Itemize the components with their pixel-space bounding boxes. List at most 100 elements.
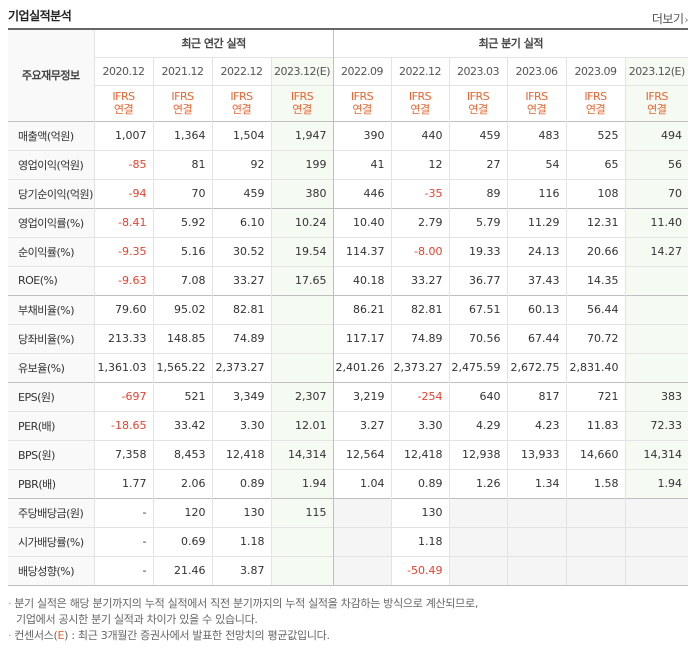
annual-group-header: 최근 연간 실적 <box>93 28 334 57</box>
value-cell: 2,401.26 <box>332 352 392 382</box>
consolidated-label: 연결 <box>172 103 193 116</box>
value-cell <box>332 555 392 586</box>
label-header: 주요재무정보 <box>8 28 94 121</box>
value-cell: 1.94 <box>270 468 334 498</box>
value-cell: 459 <box>211 178 271 208</box>
value-cell: 70.72 <box>565 323 626 353</box>
accounting-basis: IFRS 연결 <box>565 84 626 121</box>
bullet-icon: · <box>8 629 12 642</box>
value-cell: 12 <box>390 149 450 179</box>
value-cell: 115 <box>270 497 334 527</box>
value-cell <box>565 526 626 556</box>
accounting-basis: IFRS 연결 <box>93 84 153 121</box>
ifrs-label: IFRS <box>584 90 607 103</box>
value-cell: 72.33 <box>624 410 689 440</box>
value-cell: 12,418 <box>390 439 450 469</box>
row-label: 부채비율(%) <box>8 294 94 324</box>
value-cell: 3,219 <box>332 381 392 411</box>
value-cell: 114.37 <box>332 236 392 266</box>
accounting-basis: IFRS 연결 <box>270 84 334 121</box>
value-cell: 521 <box>152 381 212 411</box>
value-cell: 2,307 <box>270 381 334 411</box>
value-cell: 117.17 <box>332 323 392 353</box>
value-cell: 56.44 <box>565 294 626 324</box>
row-label: 영업이익(억원) <box>8 149 94 179</box>
value-cell: 14.35 <box>565 265 626 295</box>
value-cell <box>624 526 689 556</box>
value-cell: 79.60 <box>93 294 153 324</box>
period-header: 2023.09 <box>565 56 626 85</box>
table-row: PER(배) -18.65 33.42 3.30 12.01 3.27 3.30 4.29 4.… <box>8 410 689 440</box>
value-cell <box>270 526 334 556</box>
value-cell: 1,565.22 <box>152 352 212 382</box>
ifrs-label: IFRS <box>645 90 669 103</box>
value-cell: -254 <box>390 381 450 411</box>
value-cell: 2,373.27 <box>390 352 450 382</box>
period-header: 2023.06 <box>506 56 567 85</box>
value-cell: 4.23 <box>506 410 567 440</box>
value-cell: 12.01 <box>270 410 334 440</box>
value-cell <box>506 526 567 556</box>
value-cell: 148.85 <box>152 323 212 353</box>
row-label: EPS(원) <box>8 381 94 411</box>
value-cell <box>624 497 689 527</box>
value-cell: 41 <box>332 149 392 179</box>
table-row: 영업이익률(%) -8.41 5.92 6.10 10.24 10.40 2.79 5.79 1… <box>8 207 689 237</box>
footnote-2: · 컨센서스(E) : 최근 3개월간 증권사에서 발표한 전망치의 평균값입니다… <box>8 629 330 642</box>
value-cell: 95.02 <box>152 294 212 324</box>
value-cell: -9.63 <box>93 265 153 295</box>
value-cell <box>270 323 334 353</box>
ifrs-label: IFRS <box>525 90 548 103</box>
value-cell: 459 <box>448 120 508 150</box>
value-cell: 11.83 <box>565 410 626 440</box>
value-cell: 65 <box>565 149 626 179</box>
row-label: 주당배당금(원) <box>8 497 94 527</box>
table-row: 당좌비율(%) 213.33 148.85 74.89 117.17 74.89 70.56… <box>8 323 689 353</box>
value-cell: 82.81 <box>211 294 271 324</box>
value-cell: 21.46 <box>152 555 212 586</box>
value-cell <box>624 352 689 382</box>
value-cell: -697 <box>93 381 153 411</box>
value-cell: 14,314 <box>624 439 689 469</box>
row-label: ROE(%) <box>8 265 94 295</box>
value-cell: 14,660 <box>565 439 626 469</box>
value-cell: -8.41 <box>93 207 153 237</box>
value-cell: 14.27 <box>624 236 689 266</box>
consolidated-label: 연결 <box>468 103 488 116</box>
footnote-1-cont: 기업에서 공시한 분기 실적과 차이가 있을 수 있습니다. <box>16 613 258 626</box>
row-label: 유보율(%) <box>8 352 94 382</box>
accounting-basis: IFRS 연결 <box>332 84 392 121</box>
period-header: 2020.12 <box>93 56 153 85</box>
value-cell: 70 <box>152 178 212 208</box>
period-header: 2021.12 <box>152 56 212 85</box>
value-cell: -18.65 <box>93 410 153 440</box>
value-cell: 2,672.75 <box>506 352 567 382</box>
value-cell: 24.13 <box>506 236 567 266</box>
value-cell: 1,364 <box>152 120 212 150</box>
value-cell: 1.77 <box>93 468 153 498</box>
value-cell: 1.34 <box>506 468 567 498</box>
consolidated-label: 연결 <box>410 103 430 116</box>
ifrs-label: IFRS <box>466 90 490 103</box>
value-cell <box>448 555 508 586</box>
financial-summary-table: 주요재무정보 최근 연간 실적 최근 분기 실적 2020.12 2021.12 2… <box>8 28 689 586</box>
value-cell: 130 <box>211 497 271 527</box>
value-cell: 67.51 <box>448 294 508 324</box>
value-cell: 37.43 <box>506 265 567 295</box>
period-header: 2023.03 <box>448 56 508 85</box>
value-cell <box>332 497 392 527</box>
row-label: 시가배당률(%) <box>8 526 94 556</box>
table-row: 배당성향(%) -21.46 3.87 -50.49 <box>8 555 689 586</box>
value-cell <box>448 497 508 527</box>
value-cell <box>565 497 626 527</box>
value-cell: 70 <box>624 178 689 208</box>
value-cell: 1,007 <box>93 120 153 150</box>
value-cell: 13,933 <box>506 439 567 469</box>
ifrs-label: IFRS <box>408 90 432 103</box>
value-cell: 3.30 <box>211 410 271 440</box>
value-cell: 10.24 <box>270 207 334 237</box>
table-row: 영업이익(억원) -85 81 92 199 41 12 27 54 65 56 <box>8 149 689 179</box>
value-cell: 0.89 <box>211 468 271 498</box>
value-cell: 721 <box>565 381 626 411</box>
more-link[interactable]: 더보기› <box>652 10 689 27</box>
